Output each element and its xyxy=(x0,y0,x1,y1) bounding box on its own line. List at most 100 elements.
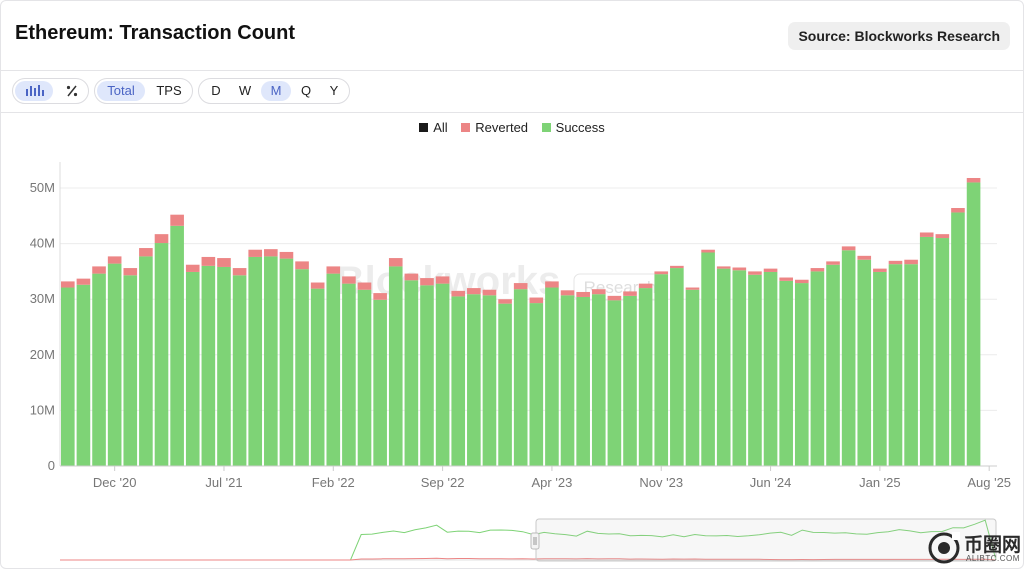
bar-success[interactable] xyxy=(232,275,247,466)
metric-total-button[interactable]: Total xyxy=(97,81,145,101)
bar-success[interactable] xyxy=(873,271,887,466)
bar-reverted[interactable] xyxy=(482,289,497,296)
bar-reverted[interactable] xyxy=(857,255,872,260)
bar-success[interactable] xyxy=(966,182,981,466)
bar-success[interactable] xyxy=(61,287,75,466)
bar-success[interactable] xyxy=(935,238,950,466)
bar-reverted[interactable] xyxy=(560,290,575,296)
percent-button[interactable] xyxy=(57,81,87,101)
bar-reverted[interactable] xyxy=(576,291,590,297)
bar-reverted[interactable] xyxy=(513,283,528,290)
bar-success[interactable] xyxy=(264,256,278,466)
bar-reverted[interactable] xyxy=(810,268,825,272)
bar-success[interactable] xyxy=(451,296,466,466)
bar-reverted[interactable] xyxy=(685,287,700,290)
bar-success[interactable] xyxy=(701,252,715,466)
bar-reverted[interactable] xyxy=(670,265,684,269)
bar-reverted[interactable] xyxy=(279,251,294,259)
bar-reverted[interactable] xyxy=(654,271,669,275)
bar-success[interactable] xyxy=(467,294,481,466)
bar-reverted[interactable] xyxy=(139,248,153,257)
bar-reverted[interactable] xyxy=(123,268,138,276)
bar-reverted[interactable] xyxy=(404,273,419,281)
bar-success[interactable] xyxy=(123,275,138,466)
bar-reverted[interactable] xyxy=(529,297,544,304)
bar-reverted[interactable] xyxy=(904,259,918,265)
bar-reverted[interactable] xyxy=(185,264,200,272)
bar-success[interactable] xyxy=(357,289,372,466)
bar-success[interactable] xyxy=(201,265,216,466)
bar-success[interactable] xyxy=(107,263,122,466)
bar-success[interactable] xyxy=(404,280,419,466)
bar-reverted[interactable] xyxy=(498,299,512,304)
bar-reverted[interactable] xyxy=(467,288,481,295)
bar-reverted[interactable] xyxy=(107,256,122,264)
bar-reverted[interactable] xyxy=(748,271,762,275)
bar-success[interactable] xyxy=(529,303,544,466)
bar-success[interactable] xyxy=(841,250,856,466)
bar-success[interactable] xyxy=(310,288,325,466)
bar-success[interactable] xyxy=(685,289,700,466)
bar-reverted[interactable] xyxy=(701,249,715,253)
bar-success[interactable] xyxy=(170,225,184,466)
bar-success[interactable] xyxy=(888,264,903,466)
bar-reverted[interactable] xyxy=(264,249,278,257)
bar-success[interactable] xyxy=(794,283,809,466)
bar-reverted[interactable] xyxy=(826,261,840,265)
period-m-button[interactable]: M xyxy=(261,81,291,101)
bar-success[interactable] xyxy=(420,285,434,466)
bar-chart-button[interactable] xyxy=(15,81,53,101)
range-navigator[interactable] xyxy=(0,512,1024,569)
bar-reverted[interactable] xyxy=(342,276,356,284)
bar-success[interactable] xyxy=(826,264,840,466)
bar-reverted[interactable] xyxy=(92,266,106,274)
bar-success[interactable] xyxy=(545,287,559,466)
bar-reverted[interactable] xyxy=(388,258,403,267)
legend-item-success[interactable]: Success xyxy=(541,120,605,135)
navigator-left-handle[interactable] xyxy=(530,532,540,550)
bar-reverted[interactable] xyxy=(310,282,325,289)
bar-reverted[interactable] xyxy=(951,208,965,213)
bar-reverted[interactable] xyxy=(716,266,731,269)
bar-success[interactable] xyxy=(670,268,684,466)
bar-success[interactable] xyxy=(482,295,497,466)
bar-reverted[interactable] xyxy=(435,276,450,284)
bar-reverted[interactable] xyxy=(873,268,887,272)
bar-success[interactable] xyxy=(779,280,793,466)
bar-reverted[interactable] xyxy=(966,177,981,183)
bar-success[interactable] xyxy=(139,256,153,466)
bar-reverted[interactable] xyxy=(638,283,653,289)
source-badge[interactable]: Source: Blockworks Research xyxy=(788,22,1010,50)
bar-success[interactable] xyxy=(951,212,965,466)
bar-success[interactable] xyxy=(92,273,106,466)
bar-reverted[interactable] xyxy=(232,268,247,276)
bar-reverted[interactable] xyxy=(935,234,950,239)
bar-reverted[interactable] xyxy=(170,214,184,226)
bar-reverted[interactable] xyxy=(326,266,341,274)
bar-success[interactable] xyxy=(295,269,309,466)
bar-success[interactable] xyxy=(435,283,450,466)
bar-success[interactable] xyxy=(732,270,747,466)
bar-reverted[interactable] xyxy=(154,234,169,244)
bar-reverted[interactable] xyxy=(420,278,434,286)
bar-success[interactable] xyxy=(763,271,778,466)
bar-success[interactable] xyxy=(576,296,590,466)
bar-reverted[interactable] xyxy=(357,282,372,290)
bar-success[interactable] xyxy=(560,295,575,466)
bar-success[interactable] xyxy=(638,288,653,466)
bar-success[interactable] xyxy=(919,236,934,466)
bar-reverted[interactable] xyxy=(545,281,559,288)
bar-success[interactable] xyxy=(185,271,200,466)
bar-reverted[interactable] xyxy=(591,289,606,295)
bar-success[interactable] xyxy=(904,264,918,466)
bar-success[interactable] xyxy=(326,273,341,466)
bar-success[interactable] xyxy=(810,271,825,466)
period-d-button[interactable]: D xyxy=(211,83,221,98)
bar-reverted[interactable] xyxy=(201,256,216,266)
bar-reverted[interactable] xyxy=(248,249,263,257)
bar-success[interactable] xyxy=(857,259,872,466)
bar-reverted[interactable] xyxy=(295,261,309,270)
legend-item-all[interactable]: All xyxy=(419,120,448,135)
bar-reverted[interactable] xyxy=(451,290,466,297)
bar-reverted[interactable] xyxy=(732,267,747,271)
